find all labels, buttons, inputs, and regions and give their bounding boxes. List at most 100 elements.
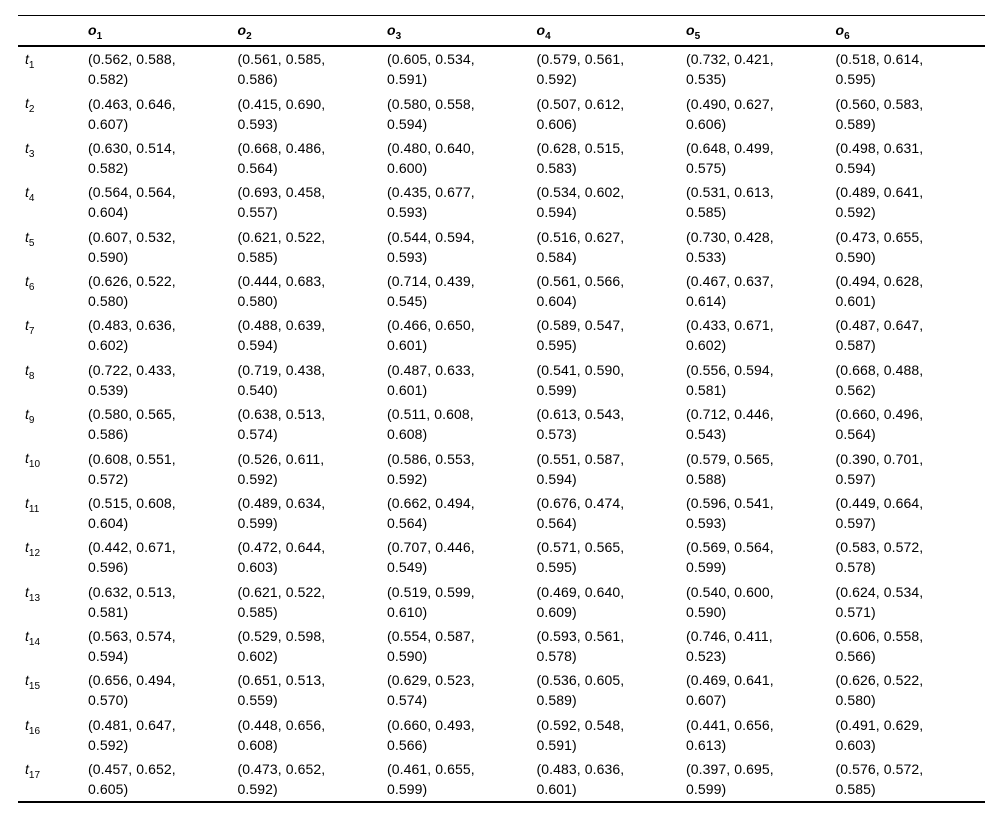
column-header: o4 xyxy=(536,15,686,47)
cell-line-1: (0.719, 0.438, xyxy=(237,361,326,378)
cell-line-1: (0.463, 0.646, xyxy=(88,95,176,112)
table-cell: (0.469, 0.640, 0.609) xyxy=(537,580,687,624)
cell-line-2: 0.602) xyxy=(88,337,129,354)
cell-line-1: (0.626, 0.522, xyxy=(835,672,924,689)
table-cell: (0.722, 0.433, 0.539) xyxy=(88,358,238,402)
table-cell: (0.628, 0.515, 0.583) xyxy=(537,136,687,180)
cell-line-2: 0.596) xyxy=(88,559,129,576)
cell-line-1: (0.693, 0.458, xyxy=(237,184,326,201)
table-cell: (0.415, 0.690, 0.593) xyxy=(238,91,388,135)
cell-line-1: (0.580, 0.565, xyxy=(88,406,176,423)
table-row: t16 (0.481, 0.647, 0.592) (0.448, 0.656, 0.6… xyxy=(18,713,985,757)
table-cell: (0.511, 0.608, 0.608) xyxy=(387,402,537,446)
cell-line-2: 0.602) xyxy=(237,648,278,665)
cell-line-2: 0.601) xyxy=(387,337,428,354)
cell-line-2: 0.585) xyxy=(237,603,278,620)
table-cell: (0.589, 0.547, 0.595) xyxy=(537,313,687,357)
table-cell: (0.730, 0.428, 0.533) xyxy=(686,225,836,269)
cell-line-1: (0.473, 0.655, xyxy=(835,228,924,245)
cell-line-1: (0.526, 0.611, xyxy=(237,450,325,467)
table-cell: (0.449, 0.664, 0.597) xyxy=(836,491,986,535)
cell-line-2: 0.570) xyxy=(88,692,129,709)
cell-line-2: 0.606) xyxy=(686,115,727,132)
cell-line-1: (0.569, 0.564, xyxy=(686,539,774,556)
cell-line-2: 0.599) xyxy=(536,381,577,398)
cell-line-1: (0.490, 0.627, xyxy=(686,95,774,112)
column-header: o5 xyxy=(686,15,836,47)
table-cell: (0.540, 0.600, 0.590) xyxy=(686,580,836,624)
cell-line-2: 0.593) xyxy=(686,514,727,531)
table-cell: (0.469, 0.641, 0.607) xyxy=(686,668,836,712)
cell-line-2: 0.585) xyxy=(835,781,876,798)
cell-line-2: 0.574) xyxy=(387,692,428,709)
table-cell: (0.608, 0.551, 0.572) xyxy=(88,446,238,490)
table-row: t15 (0.656, 0.494, 0.570) (0.651, 0.513, 0.5… xyxy=(18,668,985,712)
cell-line-2: 0.564) xyxy=(835,426,876,443)
cell-line-2: 0.601) xyxy=(536,781,577,798)
table-cell: (0.487, 0.647, 0.587) xyxy=(836,313,986,357)
table-cell: (0.676, 0.474, 0.564) xyxy=(537,491,687,535)
cell-line-2: 0.582) xyxy=(88,71,129,88)
table-row: t17 (0.457, 0.652, 0.605) (0.473, 0.652, 0.5… xyxy=(18,757,985,802)
cell-line-1: (0.457, 0.652, xyxy=(88,761,176,778)
cell-line-2: 0.543) xyxy=(686,426,727,443)
table-cell: (0.569, 0.564, 0.599) xyxy=(686,535,836,579)
table-cell: (0.480, 0.640, 0.600) xyxy=(387,136,537,180)
cell-line-2: 0.581) xyxy=(88,603,129,620)
table-cell: (0.562, 0.588, 0.582) xyxy=(88,46,238,91)
table-cell: (0.693, 0.458, 0.557) xyxy=(238,180,388,224)
table-cell: (0.630, 0.514, 0.582) xyxy=(88,136,238,180)
table-cell: (0.536, 0.605, 0.589) xyxy=(537,668,687,712)
cell-line-1: (0.592, 0.548, xyxy=(536,716,625,733)
cell-line-1: (0.563, 0.574, xyxy=(88,628,176,645)
cell-line-2: 0.608) xyxy=(237,736,278,753)
table-cell: (0.629, 0.523, 0.574) xyxy=(387,668,537,712)
table-row: t6 (0.626, 0.522, 0.580) (0.444, 0.683, 0.58… xyxy=(18,269,985,313)
cell-line-1: (0.606, 0.558, xyxy=(835,628,924,645)
table-cell: (0.626, 0.522, 0.580) xyxy=(88,269,238,313)
cell-line-2: 0.578) xyxy=(536,648,577,665)
cell-line-1: (0.507, 0.612, xyxy=(536,95,625,112)
cell-line-2: 0.562) xyxy=(835,381,876,398)
cell-line-2: 0.582) xyxy=(88,159,129,176)
table-cell: (0.442, 0.671, 0.596) xyxy=(88,535,238,579)
cell-line-2: 0.599) xyxy=(237,514,278,531)
table-cell: (0.563, 0.574, 0.594) xyxy=(88,624,238,668)
cell-line-1: (0.730, 0.428, xyxy=(686,228,774,245)
cell-line-2: 0.590) xyxy=(835,248,876,265)
cell-line-1: (0.441, 0.656, xyxy=(686,716,774,733)
cell-line-1: (0.481, 0.647, xyxy=(88,716,176,733)
cell-line-2: 0.609) xyxy=(536,603,577,620)
cell-line-2: 0.574) xyxy=(237,426,278,443)
cell-line-2: 0.586) xyxy=(88,426,129,443)
cell-line-1: (0.472, 0.644, xyxy=(237,539,326,556)
cell-line-1: (0.589, 0.547, xyxy=(536,317,625,334)
table-cell: (0.662, 0.494, 0.564) xyxy=(387,491,537,535)
table-cell: (0.435, 0.677, 0.593) xyxy=(387,180,537,224)
cell-line-2: 0.604) xyxy=(88,514,129,531)
table-body: t1 (0.562, 0.588, 0.582) (0.561, 0.585, 0.58… xyxy=(18,46,985,802)
cell-line-2: 0.590) xyxy=(88,248,129,265)
cell-line-1: (0.536, 0.605, xyxy=(536,672,625,689)
cell-line-1: (0.630, 0.514, xyxy=(88,139,176,156)
table-cell: (0.606, 0.558, 0.566) xyxy=(836,624,986,668)
cell-line-1: (0.561, 0.566, xyxy=(536,273,625,290)
cell-line-2: 0.592) xyxy=(536,71,577,88)
cell-line-1: (0.544, 0.594, xyxy=(387,228,475,245)
table-row: t8 (0.722, 0.433, 0.539) (0.719, 0.438, 0.54… xyxy=(18,358,985,402)
table-cell: (0.668, 0.488, 0.562) xyxy=(836,358,986,402)
table-cell: (0.638, 0.513, 0.574) xyxy=(238,402,388,446)
table-row: t7 (0.483, 0.636, 0.602) (0.488, 0.639, 0.59… xyxy=(18,313,985,357)
cell-line-2: 0.593) xyxy=(237,115,278,132)
cell-line-2: 0.523) xyxy=(686,648,727,665)
cell-line-2: 0.603) xyxy=(835,736,876,753)
cell-line-1: (0.579, 0.565, xyxy=(686,450,774,467)
cell-line-1: (0.540, 0.600, xyxy=(686,583,774,600)
table-cell: (0.441, 0.656, 0.613) xyxy=(686,713,836,757)
cell-line-2: 0.566) xyxy=(835,648,876,665)
cell-line-1: (0.579, 0.561, xyxy=(536,51,625,68)
table-cell: (0.444, 0.683, 0.580) xyxy=(238,269,388,313)
table-cell: (0.714, 0.439, 0.545) xyxy=(387,269,537,313)
table-cell: (0.483, 0.636, 0.601) xyxy=(537,757,687,802)
cell-line-1: (0.518, 0.614, xyxy=(835,51,924,68)
